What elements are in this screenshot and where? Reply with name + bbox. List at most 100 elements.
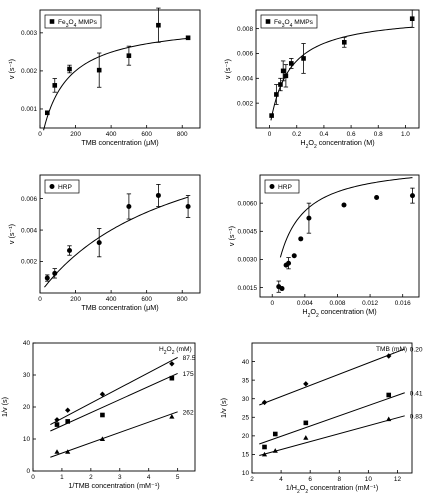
x-tick-label: 0 [38, 131, 42, 138]
x-tick-label: 0.2 [292, 131, 301, 138]
x-axis-label: TMB concentration (μM) [81, 138, 158, 147]
y-tick-label: 30 [23, 372, 31, 379]
x-tick-label: 8 [337, 476, 341, 483]
data-point-circle [52, 270, 58, 276]
legend-title: H2O2 (mM) [159, 346, 192, 356]
data-point-square [54, 422, 60, 427]
data-point-diamond [169, 361, 175, 367]
x-tick-label: 0.016 [395, 300, 411, 307]
data-point-square [269, 113, 274, 118]
y-tick-label: 35 [242, 377, 250, 384]
x-axis-label: 1/H2O2 concentration (mM⁻¹) [286, 483, 378, 495]
x-tick-label: 10 [365, 476, 373, 483]
x-tick-label: 1.0 [401, 131, 410, 138]
panel-a-fe3o4-tmb: 0 200 400 600 800 0.001 0.002 0.003 TMB concentr… [7, 7, 201, 147]
data-point-square [265, 19, 271, 24]
x-tick-label: 0.012 [362, 300, 378, 307]
data-point-square [409, 16, 415, 21]
data-point-circle [49, 184, 55, 189]
fit-curve [44, 196, 189, 288]
y-axis-label: 1/v (s) [0, 397, 9, 417]
x-tick-label: 200 [70, 296, 81, 303]
x-tick-label: 800 [177, 296, 188, 303]
x-tick-label: 4 [279, 476, 283, 483]
plot-frame [39, 9, 201, 129]
panel-d-hrp-h2o2: 0 0.004 0.008 0.012 0.016 0.0015 0.0030 0.0045 0… [227, 174, 420, 319]
x-tick-label: 2 [89, 474, 93, 481]
series-label: 0.41 [410, 390, 423, 397]
data-point-square [303, 420, 309, 426]
data-point-circle [269, 184, 275, 189]
x-tick-label: 400 [106, 296, 117, 303]
y-tick-label: 20 [23, 404, 31, 411]
fit-line [50, 356, 178, 426]
x-tick-label: 12 [394, 476, 402, 483]
plot-frame [251, 342, 413, 474]
x-tick-label: 1 [60, 474, 64, 481]
panel-f-lineweaver-h2o2: 2 4 6 8 10 12 10 15 20 25 30 35 40 1/H2O2 concentrati… [219, 342, 423, 495]
y-tick-label: 0 [26, 468, 30, 475]
data-point-triangle [261, 451, 268, 457]
x-axis-label: H2O2 concentration (M) [302, 307, 376, 319]
x-tick-label: 600 [141, 296, 152, 303]
y-tick-label: 0.0045 [237, 229, 257, 236]
data-point-circle [185, 203, 191, 209]
data-point-diamond [54, 417, 60, 423]
plot-frame [39, 174, 201, 294]
legend-label: Fe3O4 MMPs [58, 19, 98, 29]
data-point-triangle [169, 414, 175, 419]
data-point-diamond [65, 407, 71, 413]
x-tick-label: 0 [31, 474, 35, 481]
x-tick-label: 3 [118, 474, 122, 481]
x-axis-label: 1/TMB concentration (mM⁻¹) [68, 481, 159, 490]
data-point-square [262, 444, 267, 450]
data-point-diamond [303, 381, 309, 387]
y-tick-label: 0.003 [21, 30, 37, 37]
series-label: 0.83 [410, 413, 423, 420]
data-point-square [301, 56, 306, 61]
x-tick-label: 6 [308, 476, 312, 483]
x-axis-label: TMB concentration (μM) [81, 303, 158, 312]
legend-label: Fe3O4 MMPs [274, 19, 314, 29]
legend-box [260, 14, 318, 29]
data-point-circle [96, 240, 102, 246]
data-point-triangle [303, 435, 309, 440]
data-point-diamond [261, 399, 268, 406]
panel-b-fe3o4-h2o2: 0 0.2 0.4 0.6 0.8 1.0 0.002 0.004 0.006 0.008 H2O2… [223, 9, 420, 150]
plot-frame [255, 9, 420, 129]
data-point-circle [374, 195, 380, 201]
data-point-diamond [99, 391, 106, 397]
y-axis-label: 1/v (s) [219, 398, 228, 418]
data-point-square [280, 68, 286, 74]
fit-line [50, 372, 178, 432]
fit-line [259, 348, 405, 406]
y-tick-label: 0.0060 [237, 200, 257, 207]
y-axis-label: v (s⁻¹) [7, 59, 16, 79]
x-tick-label: 0 [270, 300, 274, 307]
x-tick-label: 0 [268, 131, 272, 138]
y-tick-label: 0.002 [21, 68, 37, 75]
legend-box [44, 14, 102, 29]
y-axis-label: v (s⁻¹) [223, 59, 232, 79]
data-point-square [49, 19, 55, 24]
y-tick-label: 0.001 [21, 106, 37, 113]
series-label: 175 [183, 371, 194, 378]
x-tick-label: 400 [106, 131, 117, 138]
data-point-square [100, 412, 105, 418]
data-point-circle [126, 203, 132, 209]
data-point-square [341, 39, 347, 45]
x-tick-label: 200 [70, 131, 81, 138]
y-axis-label: v (s⁻¹) [7, 224, 16, 244]
y-tick-label: 40 [242, 359, 250, 366]
data-point-circle [155, 192, 161, 198]
data-point-square [278, 82, 283, 87]
fit-line [50, 411, 178, 458]
x-tick-label: 600 [141, 131, 152, 138]
y-axis-label: v (s⁻¹) [227, 226, 236, 246]
legend-title: TMB (mM) [376, 346, 407, 353]
panel-c-hrp-tmb: 0 200 400 600 800 0.002 0.004 0.006 TMB concentr… [7, 174, 201, 312]
data-point-square [126, 53, 132, 58]
data-point-square [185, 35, 191, 41]
data-point-square [96, 67, 102, 73]
x-tick-label: 4 [147, 474, 151, 481]
